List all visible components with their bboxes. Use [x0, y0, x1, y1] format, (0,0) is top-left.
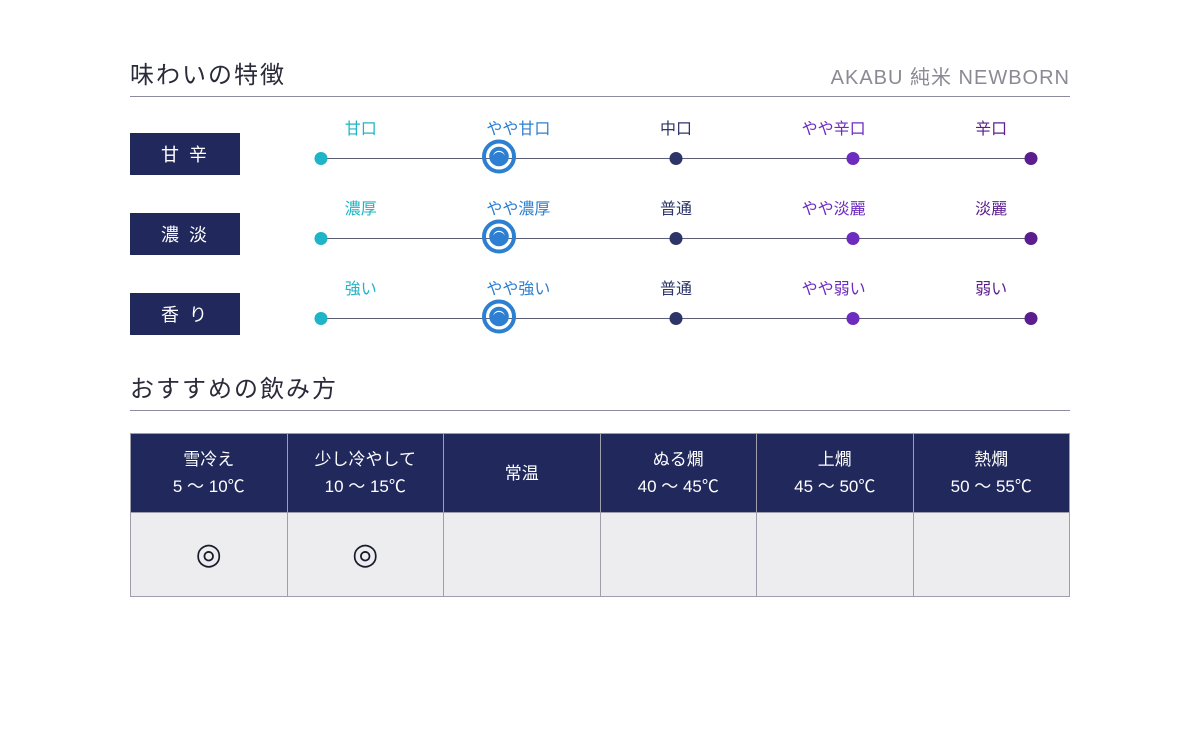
- temperature-section: おすすめの飲み方 雪冷え5 ～ 10℃少し冷やして10 ～ 15℃常温ぬる燗40…: [130, 369, 1070, 597]
- taste-row-name: 香り: [130, 293, 240, 335]
- scale-dot: [670, 312, 683, 325]
- scale-label: やや濃厚: [440, 195, 598, 219]
- scale-dot: [1024, 152, 1037, 165]
- temperature-column-header: ぬる燗40 ～ 45℃: [600, 434, 757, 513]
- scale-label: やや弱い: [755, 275, 913, 299]
- temperature-header: おすすめの飲み方: [130, 369, 1070, 411]
- scale-label: やや辛口: [755, 115, 913, 139]
- scale-label: 強い: [282, 275, 440, 299]
- scale-dot: [670, 232, 683, 245]
- scale-dot: [847, 152, 860, 165]
- temperature-column-header: 少し冷やして10 ～ 15℃: [287, 434, 444, 513]
- scale-labels: 甘口やや甘口中口やや辛口辛口: [282, 115, 1070, 139]
- scale-dot: [847, 312, 860, 325]
- scale-label: やや淡麗: [755, 195, 913, 219]
- taste-row-name: 甘辛: [130, 133, 240, 175]
- taste-rows: 甘辛甘口やや甘口中口やや辛口辛口濃淡濃厚やや濃厚普通やや淡麗淡麗香り強いやや強い…: [130, 115, 1070, 335]
- scale-dot: [315, 152, 328, 165]
- scale-line: [282, 305, 1070, 333]
- taste-row-name: 濃淡: [130, 213, 240, 255]
- scale-label: 濃厚: [282, 195, 440, 219]
- selected-indicator-icon: [482, 220, 516, 259]
- table-header-row: 雪冷え5 ～ 10℃少し冷やして10 ～ 15℃常温ぬる燗40 ～ 45℃上燗4…: [131, 434, 1070, 513]
- scale-dot: [1024, 312, 1037, 325]
- taste-header: 味わいの特徴 AKABU 純米 NEWBORN: [130, 55, 1070, 97]
- temperature-cell: [444, 513, 601, 597]
- product-name: AKABU 純米 NEWBORN: [831, 61, 1070, 90]
- temperature-cell: ◎: [287, 513, 444, 597]
- temperature-cell: [913, 513, 1070, 597]
- taste-scale: 濃厚やや濃厚普通やや淡麗淡麗: [282, 195, 1070, 253]
- scale-dot: [315, 312, 328, 325]
- selected-indicator-icon: [482, 140, 516, 179]
- taste-scale: 甘口やや甘口中口やや辛口辛口: [282, 115, 1070, 173]
- scale-label: 甘口: [282, 115, 440, 139]
- scale-labels: 濃厚やや濃厚普通やや淡麗淡麗: [282, 195, 1070, 219]
- scale-dot: [315, 232, 328, 245]
- table-body-row: ◎◎: [131, 513, 1070, 597]
- taste-section: 味わいの特徴 AKABU 純米 NEWBORN 甘辛 甘口やや甘口中口やや辛口辛口…: [130, 55, 1070, 335]
- scale-labels: 強いやや強い普通やや弱い弱い: [282, 275, 1070, 299]
- scale-label: 弱い: [912, 275, 1070, 299]
- taste-row: 濃淡 濃厚やや濃厚普通やや淡麗淡麗: [130, 195, 1070, 255]
- temperature-cell: [600, 513, 757, 597]
- scale-label: やや強い: [440, 275, 598, 299]
- scale-dot: [670, 152, 683, 165]
- temperature-cell: ◎: [131, 513, 288, 597]
- temperature-column-header: 雪冷え5 ～ 10℃: [131, 434, 288, 513]
- taste-row: 甘辛 甘口やや甘口中口やや辛口辛口: [130, 115, 1070, 175]
- taste-scale: 強いやや強い普通やや弱い弱い: [282, 275, 1070, 333]
- scale-label: 中口: [597, 115, 755, 139]
- selected-indicator-icon: [482, 300, 516, 339]
- scale-label: 普通: [597, 275, 755, 299]
- scale-label: 普通: [597, 195, 755, 219]
- temperature-column-header: 熱燗50 ～ 55℃: [913, 434, 1070, 513]
- scale-dot: [1024, 232, 1037, 245]
- taste-title: 味わいの特徴: [130, 55, 286, 90]
- scale-line: [282, 225, 1070, 253]
- temperature-cell: [757, 513, 914, 597]
- temperature-table: 雪冷え5 ～ 10℃少し冷やして10 ～ 15℃常温ぬる燗40 ～ 45℃上燗4…: [130, 433, 1070, 597]
- scale-label: 辛口: [912, 115, 1070, 139]
- scale-label: やや甘口: [440, 115, 598, 139]
- taste-row: 香り 強いやや強い普通やや弱い弱い: [130, 275, 1070, 335]
- temperature-column-header: 上燗45 ～ 50℃: [757, 434, 914, 513]
- temperature-title: おすすめの飲み方: [130, 369, 338, 404]
- scale-line: [282, 145, 1070, 173]
- temperature-column-header: 常温: [444, 434, 601, 513]
- scale-label: 淡麗: [912, 195, 1070, 219]
- scale-dot: [847, 232, 860, 245]
